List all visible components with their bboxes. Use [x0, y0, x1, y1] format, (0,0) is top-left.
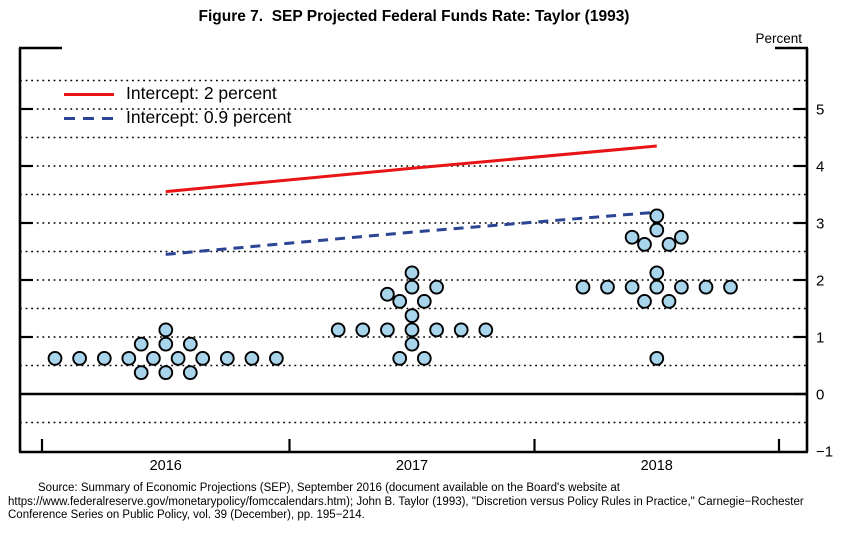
sep-projection-dot	[392, 351, 408, 366]
sep-projection-dot	[158, 365, 174, 380]
sep-projection-dot	[661, 237, 677, 252]
sep-projection-dot	[219, 351, 235, 366]
sep-projection-dot	[380, 286, 395, 302]
sep-projection-dot	[392, 294, 408, 309]
sep-projection-dot	[624, 229, 640, 245]
sep-projection-dot	[195, 351, 211, 366]
sep-projection-dot	[146, 351, 161, 366]
sep-projection-dot	[416, 294, 432, 309]
sep-projection-dot	[453, 322, 469, 338]
source-line: https://www.federalreserve.gov/monetaryp…	[8, 495, 804, 508]
y-tick-label: 0	[816, 387, 824, 404]
legend-label: Intercept: 2 percent	[126, 83, 277, 104]
sep-projection-dot	[269, 351, 284, 366]
x-year-label: 2016	[150, 458, 182, 474]
sep-projection-dot	[121, 351, 137, 366]
sep-projection-dot	[404, 265, 420, 281]
legend: Intercept: 2 percent Intercept: 0.9 perc…	[64, 82, 291, 130]
sep-projection-dot	[429, 322, 444, 338]
sep-projection-dot	[649, 265, 665, 281]
legend-item-intercept-0-9: Intercept: 0.9 percent	[64, 106, 291, 130]
sep-projection-dot	[47, 351, 63, 366]
sep-projection-dot	[170, 351, 186, 366]
y-tick-label: 5	[816, 102, 824, 119]
sep-projection-dot	[404, 336, 420, 352]
sep-projection-dot	[637, 237, 652, 252]
sep-projection-dot	[478, 322, 494, 338]
sep-projection-dot	[133, 365, 149, 380]
sep-projection-dot	[330, 322, 346, 338]
sep-projection-dot	[649, 351, 665, 366]
taylor-line-high-intercept	[165, 144, 657, 194]
legend-solid-line-sample	[64, 92, 114, 96]
sep-projection-dot	[698, 279, 714, 295]
legend-item-intercept-2: Intercept: 2 percent	[64, 82, 291, 106]
source-note: Source: Summary of Economic Projections …	[8, 482, 844, 523]
legend-dashed-line-sample	[64, 116, 114, 120]
y-tick-label: 1	[816, 330, 824, 347]
y-tick-label: 2	[816, 273, 824, 290]
y-tick-label: −1	[816, 444, 833, 461]
sep-projection-dot	[355, 322, 371, 338]
sep-projection-dot	[380, 322, 395, 338]
sep-projection-dot	[72, 351, 87, 366]
y-tick-label: 3	[816, 216, 824, 233]
sep-projection-dot	[158, 336, 174, 352]
sep-projection-dot	[649, 222, 665, 238]
sep-projection-dot	[416, 351, 432, 366]
legend-label: Intercept: 0.9 percent	[126, 107, 292, 128]
source-line: Conference Series on Public Policy, vol.…	[8, 509, 365, 521]
sep-projection-dot	[96, 351, 112, 366]
sep-projection-dot	[661, 294, 677, 309]
x-year-label: 2017	[396, 458, 428, 474]
sep-projection-dot	[182, 336, 198, 352]
sep-projection-dot	[404, 308, 420, 323]
sep-projection-dot	[575, 279, 591, 295]
source-line: Source: Summary of Economic Projections …	[38, 482, 620, 494]
sep-projection-dot	[404, 322, 420, 338]
taylor-line-low-intercept	[165, 210, 657, 256]
sep-projection-dot	[404, 279, 420, 295]
sep-projection-dot	[723, 279, 738, 295]
sep-projection-dot	[674, 279, 689, 295]
sep-projection-dot	[649, 208, 665, 224]
sep-projection-dot	[600, 279, 615, 295]
figure-title: Figure 7. SEP Projected Federal Funds Ra…	[198, 8, 630, 25]
sep-projection-dot	[624, 279, 640, 295]
sep-projection-dot	[674, 229, 689, 245]
sep-projection-dot	[649, 279, 665, 295]
y-tick-label: 4	[816, 159, 824, 176]
sep-projection-dot	[182, 365, 198, 380]
sep-projection-dot	[429, 279, 444, 295]
sep-projection-dot	[133, 336, 149, 352]
sep-projection-dot	[244, 351, 260, 366]
sep-projection-dot	[158, 322, 174, 338]
sep-projection-dot	[637, 294, 652, 309]
x-year-label: 2018	[641, 458, 673, 474]
y-axis-unit-label: Percent	[755, 31, 802, 46]
